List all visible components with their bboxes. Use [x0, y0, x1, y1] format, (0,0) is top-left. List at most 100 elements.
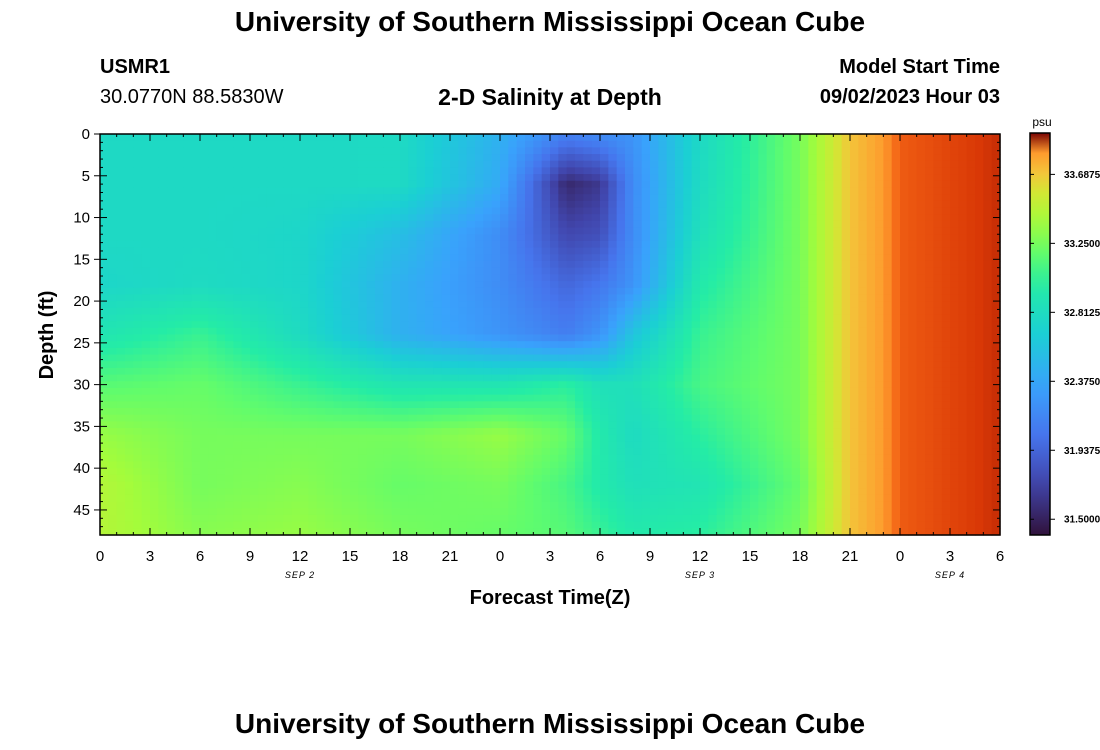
heatmap-cell — [875, 167, 884, 175]
heatmap-cell — [308, 207, 318, 215]
heatmap-cell — [250, 227, 259, 235]
heatmap-cell — [683, 134, 693, 142]
heatmap-cell — [408, 421, 418, 429]
heatmap-cell — [383, 287, 393, 295]
heatmap-cell — [525, 254, 534, 262]
heatmap-cell — [116, 381, 126, 389]
heatmap-cell — [366, 414, 376, 422]
heatmap-cell — [766, 194, 776, 202]
heatmap-cell — [583, 214, 593, 222]
heatmap-cell — [783, 260, 793, 269]
heatmap-cell — [358, 387, 368, 396]
heatmap-cell — [558, 374, 568, 382]
heatmap-cell — [675, 140, 684, 148]
heatmap-cell — [208, 347, 218, 356]
heatmap-cell — [766, 240, 776, 249]
heatmap-cell — [325, 401, 334, 409]
heatmap-cell — [550, 387, 559, 396]
heatmap-cell — [408, 434, 418, 443]
heatmap-cell — [591, 227, 601, 235]
heatmap-cell — [683, 187, 693, 195]
heatmap-cell — [900, 167, 909, 175]
heatmap-cell — [241, 387, 251, 396]
heatmap-cell — [191, 167, 201, 175]
heatmap-cell — [675, 408, 684, 416]
heatmap-cell — [475, 140, 484, 148]
heatmap-cell — [341, 408, 351, 416]
heatmap-cell — [966, 214, 976, 222]
heatmap-cell — [475, 281, 484, 289]
heatmap-cell — [525, 187, 534, 195]
heatmap-cell — [333, 247, 343, 255]
heatmap-cell — [641, 307, 651, 316]
heatmap-cell — [225, 387, 234, 396]
heatmap-cell — [716, 147, 726, 155]
heatmap-cell — [100, 347, 109, 356]
heatmap-cell — [400, 387, 409, 396]
heatmap-cell — [791, 361, 801, 369]
heatmap-cell — [716, 234, 726, 242]
heatmap-cell — [458, 174, 468, 182]
heatmap-cell — [616, 234, 626, 242]
heatmap-cell — [708, 267, 718, 275]
heatmap-cell — [558, 301, 568, 309]
heatmap-cell — [950, 154, 959, 162]
heatmap-cell — [666, 387, 676, 396]
heatmap-cell — [308, 307, 318, 316]
heatmap-cell — [575, 187, 584, 195]
heatmap-cell — [483, 414, 493, 422]
heatmap-cell — [500, 361, 509, 369]
heatmap-cell — [158, 327, 168, 336]
heatmap-cell — [483, 314, 493, 322]
heatmap-cell — [775, 354, 784, 362]
heatmap-cell — [733, 347, 743, 356]
heatmap-cell — [533, 140, 543, 148]
heatmap-cell — [741, 240, 751, 249]
heatmap-cell — [725, 234, 734, 242]
heatmap-cell — [800, 247, 809, 255]
heatmap-cell — [541, 334, 551, 342]
heatmap-cell — [600, 194, 609, 202]
heatmap-cell — [766, 227, 776, 235]
heatmap-cell — [833, 287, 843, 295]
heatmap-cell — [833, 314, 843, 322]
heatmap-cell — [966, 274, 976, 282]
heatmap-cell — [916, 154, 926, 162]
heatmap-cell — [183, 154, 193, 162]
heatmap-cell — [308, 354, 318, 362]
heatmap-cell — [733, 421, 743, 429]
heatmap-cell — [983, 428, 993, 436]
heatmap-cell — [783, 408, 793, 416]
heatmap-cell — [950, 167, 959, 175]
heatmap-cell — [483, 180, 493, 189]
heatmap-cell — [466, 321, 476, 329]
heatmap-cell — [516, 314, 526, 322]
heatmap-cell — [341, 294, 351, 302]
heatmap-cell — [833, 408, 843, 416]
heatmap-cell — [591, 220, 601, 229]
heatmap-cell — [675, 220, 684, 229]
heatmap-cell — [275, 200, 284, 209]
heatmap-cell — [150, 387, 159, 396]
heatmap-cell — [533, 147, 543, 155]
heatmap-cell — [450, 294, 459, 302]
heatmap-cell — [716, 134, 726, 142]
heatmap-cell — [116, 327, 126, 336]
heatmap-cell — [266, 428, 276, 436]
heatmap-cell — [316, 307, 326, 316]
heatmap-cell — [908, 167, 918, 175]
heatmap-cell — [475, 428, 484, 436]
heatmap-cell — [275, 401, 284, 409]
heatmap-cell — [550, 301, 559, 309]
heatmap-cell — [650, 147, 659, 155]
heatmap-cell — [716, 254, 726, 262]
heatmap-cell — [750, 341, 759, 349]
heatmap-cell — [916, 321, 926, 329]
heatmap-cell — [158, 140, 168, 148]
heatmap-cell — [733, 167, 743, 175]
heatmap-cell — [850, 414, 859, 422]
heatmap-cell — [458, 160, 468, 169]
heatmap-cell — [266, 134, 276, 142]
heatmap-cell — [916, 174, 926, 182]
heatmap-cell — [941, 401, 951, 409]
